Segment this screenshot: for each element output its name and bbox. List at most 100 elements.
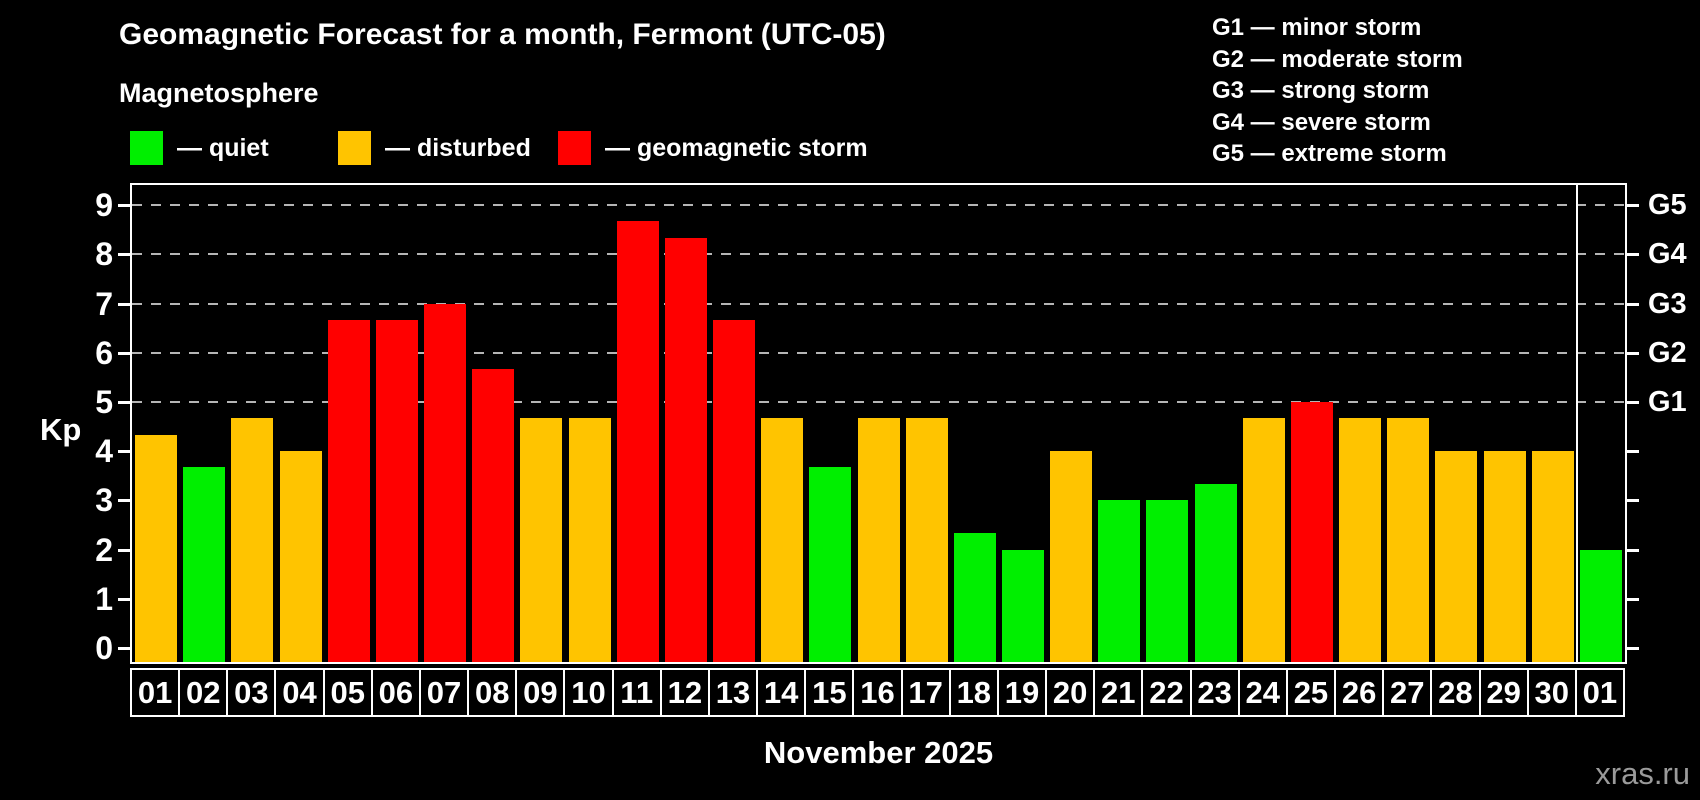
day-label-cell-15-15: 15 bbox=[804, 668, 855, 717]
day-label-cell-27-27: 27 bbox=[1382, 668, 1433, 717]
day-label-cell-01-31: 01 bbox=[1574, 668, 1625, 717]
day-label-cell-13-13: 13 bbox=[707, 668, 759, 717]
kp-tick-label-2: 2 bbox=[95, 531, 113, 568]
kp-bar-23-23 bbox=[1194, 484, 1237, 662]
left-axis-tick-1 bbox=[118, 597, 130, 601]
kp-bar-14-14 bbox=[761, 418, 804, 662]
left-axis-tick-2 bbox=[118, 548, 130, 552]
magnetosphere-label: Magnetosphere bbox=[119, 78, 319, 108]
right-axis-tick-9 bbox=[1627, 204, 1639, 208]
day-label-cell-08-8: 08 bbox=[467, 668, 518, 717]
left-axis-tick-5 bbox=[118, 401, 130, 404]
kp-bar-08-8 bbox=[472, 369, 515, 662]
kp-bar-01-1 bbox=[135, 434, 178, 662]
kp-bar-30-30 bbox=[1531, 451, 1574, 662]
left-axis-tick-4 bbox=[118, 450, 130, 454]
g-scale-tick-label-G2: G2 bbox=[1648, 336, 1687, 369]
legend-label-quiet: — quiet bbox=[177, 133, 269, 162]
right-axis-tick-8 bbox=[1627, 253, 1639, 257]
left-axis-tick-8 bbox=[118, 253, 130, 257]
gridline-kp8 bbox=[132, 253, 1625, 256]
day-label-cell-20-20: 20 bbox=[1045, 668, 1096, 717]
right-axis-tick-0 bbox=[1627, 647, 1639, 650]
day-label-cell-26-26: 26 bbox=[1334, 668, 1385, 717]
day-label-cell-16-16: 16 bbox=[852, 668, 903, 717]
gridline-kp9 bbox=[132, 204, 1625, 207]
right-axis-tick-6 bbox=[1627, 351, 1639, 355]
status-legend: — quiet — disturbed — geomagnetic storm bbox=[0, 130, 1100, 168]
legend-item-storm: — geomagnetic storm bbox=[558, 130, 868, 166]
g-legend-line-3: G3 — strong storm bbox=[1212, 77, 1430, 105]
gridline-kp6 bbox=[132, 351, 1625, 354]
left-axis-tick-6 bbox=[118, 351, 130, 355]
day-label-cell-02-2: 02 bbox=[178, 668, 229, 717]
g-legend-line-1: G1 — minor storm bbox=[1212, 14, 1422, 41]
kp-bar-20-20 bbox=[1050, 451, 1093, 662]
plot-area bbox=[130, 183, 1627, 664]
kp-tick-label-0: 0 bbox=[95, 630, 113, 666]
x-axis-label: November 2025 bbox=[763, 735, 994, 770]
kp-tick-label-9: 9 bbox=[95, 187, 113, 224]
kp-bar-12-12 bbox=[664, 238, 707, 662]
kp-bar-01-31 bbox=[1579, 549, 1622, 662]
kp-tick-label-4: 4 bbox=[95, 433, 113, 470]
right-axis-tick-2 bbox=[1627, 548, 1639, 552]
month-separator bbox=[1575, 185, 1578, 662]
kp-bar-19-19 bbox=[1001, 549, 1044, 662]
day-label-cell-07-7: 07 bbox=[418, 668, 470, 717]
g-scale-tick-label-G5: G5 bbox=[1648, 189, 1687, 222]
kp-bar-16-16 bbox=[857, 418, 900, 662]
kp-bar-04-4 bbox=[279, 451, 322, 662]
g-scale-tick-label-G3: G3 bbox=[1648, 287, 1687, 320]
legend-item-quiet: — quiet bbox=[130, 130, 269, 166]
g-scale-tick-label-G4: G4 bbox=[1648, 238, 1687, 271]
y-axis-label: Kp bbox=[40, 412, 82, 447]
kp-bar-09-9 bbox=[520, 418, 563, 662]
g-scale-legend: G1 — minor storm G2 — moderate storm G3 — … bbox=[1212, 12, 1463, 170]
day-label-cell-29-29: 29 bbox=[1478, 668, 1529, 717]
right-axis-tick-4 bbox=[1627, 450, 1639, 454]
left-axis-tick-3 bbox=[118, 499, 130, 503]
day-label-cell-06-6: 06 bbox=[370, 668, 421, 717]
legend-item-disturbed: — disturbed bbox=[338, 130, 531, 166]
legend-label-disturbed: — disturbed bbox=[385, 133, 531, 162]
legend-swatch-disturbed bbox=[338, 131, 371, 165]
left-axis-tick-7 bbox=[118, 302, 130, 306]
kp-bar-10-10 bbox=[568, 418, 611, 662]
chart-title: Geomagnetic Forecast for a month, Fermon… bbox=[119, 18, 886, 51]
day-label-cell-22-22: 22 bbox=[1141, 668, 1192, 717]
day-label-cell-24-24: 24 bbox=[1237, 668, 1288, 717]
day-label-cell-09-9: 09 bbox=[515, 668, 566, 717]
kp-bar-22-22 bbox=[1146, 500, 1189, 662]
day-label-cell-30-30: 30 bbox=[1526, 668, 1577, 717]
kp-bar-17-17 bbox=[905, 418, 948, 662]
legend-label-storm: — geomagnetic storm bbox=[605, 133, 868, 162]
day-label-cell-01-1: 01 bbox=[130, 668, 181, 717]
right-axis-tick-7 bbox=[1627, 302, 1639, 306]
g-legend-line-5: G5 — extreme storm bbox=[1212, 140, 1447, 168]
legend-swatch-quiet bbox=[130, 131, 163, 165]
day-label-cell-11-11: 11 bbox=[611, 668, 662, 717]
right-axis-tick-5 bbox=[1627, 401, 1639, 404]
day-label-cell-23-23: 23 bbox=[1189, 668, 1240, 717]
right-axis-tick-3 bbox=[1627, 499, 1639, 503]
gridline-kp7 bbox=[132, 302, 1625, 305]
g-legend-line-2: G2 — moderate storm bbox=[1212, 45, 1463, 73]
g-legend-line-4: G4 — severe storm bbox=[1212, 108, 1431, 136]
day-label-cell-05-5: 05 bbox=[322, 668, 373, 717]
g-scale-tick-label-G1: G1 bbox=[1648, 386, 1687, 418]
kp-bar-02-2 bbox=[183, 467, 226, 662]
kp-bar-25-25 bbox=[1290, 402, 1333, 662]
kp-bar-06-6 bbox=[375, 319, 418, 662]
left-axis-tick-9 bbox=[118, 204, 130, 208]
kp-bar-24-24 bbox=[1242, 418, 1285, 662]
watermark: xras.ru bbox=[1595, 756, 1690, 791]
day-label-cell-21-21: 21 bbox=[1093, 668, 1144, 717]
left-axis-tick-0 bbox=[118, 647, 130, 650]
kp-tick-label-6: 6 bbox=[95, 334, 113, 371]
kp-tick-label-8: 8 bbox=[95, 236, 113, 273]
day-label-cell-25-25: 25 bbox=[1285, 668, 1337, 717]
kp-bar-28-28 bbox=[1435, 451, 1478, 662]
kp-bar-29-29 bbox=[1483, 451, 1526, 662]
